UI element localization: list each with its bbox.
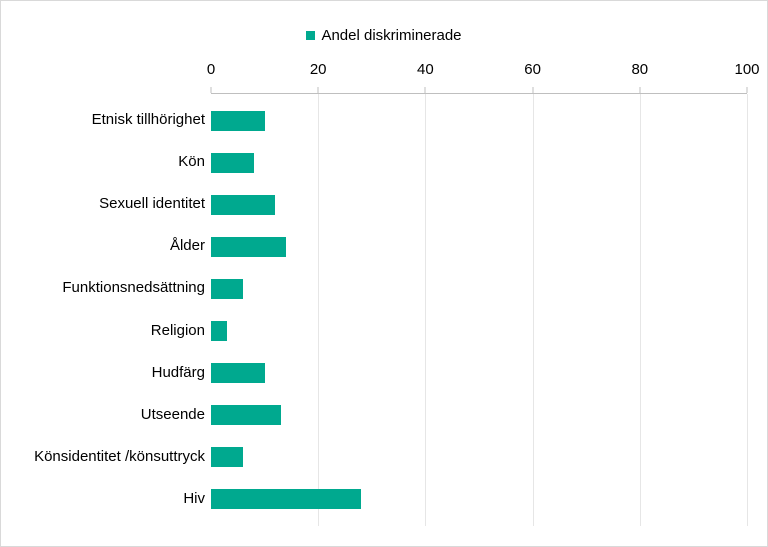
category-label: Sexuell identitet bbox=[1, 194, 205, 214]
bar bbox=[211, 363, 265, 383]
bar bbox=[211, 279, 243, 299]
category-label: Kön bbox=[1, 152, 205, 172]
category-label: Hiv bbox=[1, 489, 205, 509]
bar-row bbox=[211, 195, 747, 215]
x-axis-ticks: 0 20 40 60 80 100 bbox=[211, 61, 747, 91]
bar-row bbox=[211, 153, 747, 173]
gridline bbox=[747, 94, 748, 526]
category-label: Religion bbox=[1, 321, 205, 341]
x-tick: 40 bbox=[417, 61, 434, 78]
bar-row bbox=[211, 237, 747, 257]
x-tick: 100 bbox=[734, 61, 759, 78]
x-tick: 20 bbox=[310, 61, 327, 78]
bar-row bbox=[211, 489, 747, 509]
legend: Andel diskriminerade bbox=[1, 27, 767, 45]
category-labels: Etnisk tillhörighet Kön Sexuell identite… bbox=[1, 93, 205, 526]
bar bbox=[211, 447, 243, 467]
bar bbox=[211, 405, 281, 425]
bar bbox=[211, 153, 254, 173]
bar bbox=[211, 237, 286, 257]
category-label: Utseende bbox=[1, 405, 205, 425]
category-label: Hudfärg bbox=[1, 363, 205, 383]
bar bbox=[211, 321, 227, 341]
bar bbox=[211, 489, 361, 509]
bar bbox=[211, 111, 265, 131]
x-tick: 80 bbox=[631, 61, 648, 78]
category-label: Könsidentitet /könsuttryck bbox=[1, 447, 205, 467]
chart-container: Andel diskriminerade Etnisk tillhörighet… bbox=[0, 0, 768, 547]
bars bbox=[211, 94, 747, 526]
bar-row bbox=[211, 363, 747, 383]
bar-row bbox=[211, 447, 747, 467]
category-label: Funktionsnedsättning bbox=[1, 278, 205, 298]
bar bbox=[211, 195, 275, 215]
legend-label: Andel diskriminerade bbox=[321, 27, 461, 44]
category-label: Etnisk tillhörighet bbox=[1, 110, 205, 130]
plot-area bbox=[211, 93, 747, 526]
legend-item: Andel diskriminerade bbox=[306, 27, 461, 44]
x-tick: 0 bbox=[207, 61, 215, 78]
bar-row bbox=[211, 111, 747, 131]
x-tick: 60 bbox=[524, 61, 541, 78]
category-label: Ålder bbox=[1, 236, 205, 256]
bar-row bbox=[211, 321, 747, 341]
legend-swatch bbox=[306, 31, 315, 40]
bar-row bbox=[211, 279, 747, 299]
plot: 0 20 40 60 80 100 bbox=[211, 61, 747, 526]
bar-row bbox=[211, 405, 747, 425]
